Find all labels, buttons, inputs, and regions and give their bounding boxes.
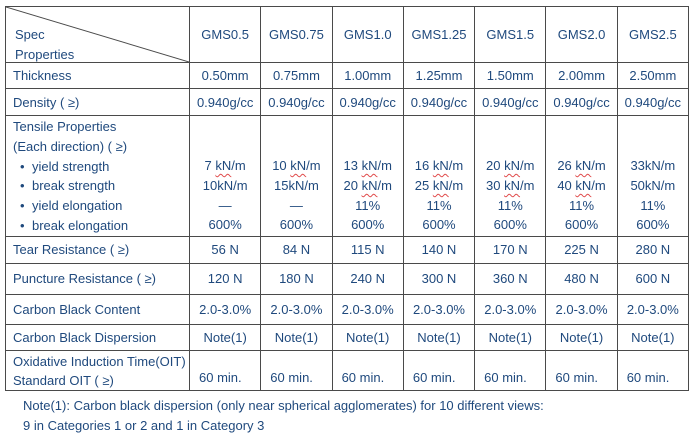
table-row-tensile: Tensile Properties (Each direction) ( ≥)… [5, 115, 690, 237]
row-label: Tear Resistance ( ≥) [5, 235, 190, 264]
value-cell: Note(1) [260, 323, 333, 351]
value-cell: 0.50mm [188, 62, 262, 89]
tensile-value-cell: 16 kN/m 25 kN/m 11% 600% [402, 115, 476, 237]
value-cell: 180 N [260, 262, 333, 295]
table-row-carbon-content: Carbon Black Content 2.0-3.0% 2.0-3.0% 2… [5, 293, 690, 325]
value-cell: 2.0-3.0% [331, 293, 404, 325]
footnote: Note(1): Carbon black dispersion (only n… [23, 396, 693, 436]
header-row: Spec Properties GMS0.5 GMS0.75 GMS1.0 GM… [5, 6, 690, 63]
value-cell: 0.940g/cc [616, 88, 690, 116]
value-cell: 2.0-3.0% [188, 293, 262, 325]
column-header: GMS0.5 [188, 6, 262, 63]
bullet-icon: • [20, 178, 25, 194]
tensile-title: Tensile Properties [13, 119, 117, 134]
value-cell: 2.0-3.0% [474, 293, 547, 325]
value-cell: 280 N [616, 235, 690, 264]
row-label: Thickness [5, 62, 190, 89]
value-cell: 0.75mm [260, 62, 333, 89]
value-cell: Note(1) [402, 323, 476, 351]
tensile-value-cell: 26 kN/m 40 kN/m 11% 600% [545, 115, 618, 237]
value-cell: 60 min. [188, 349, 262, 391]
value-cell: 1.25mm [402, 62, 476, 89]
value-cell: 360 N [474, 262, 547, 295]
value-cell: 120 N [188, 262, 262, 295]
bullet-icon: • [20, 198, 25, 214]
tensile-bullet-item: • yield elongation [13, 196, 189, 216]
column-header: GMS2.0 [545, 6, 618, 63]
value-cell: 0.940g/cc [331, 88, 404, 116]
tensile-label-cell: Tensile Properties (Each direction) ( ≥)… [5, 115, 190, 237]
row-label: Carbon Black Dispersion [5, 323, 190, 351]
value-cell: 600 N [616, 262, 690, 295]
value-cell: 0.940g/cc [260, 88, 333, 116]
value-cell: 2.0-3.0% [545, 293, 618, 325]
value-cell: 480 N [545, 262, 618, 295]
value-cell: 240 N [331, 262, 404, 295]
bullet-icon: • [20, 217, 25, 233]
value-cell: 2.00mm [545, 62, 618, 89]
diagonal-line [6, 7, 189, 62]
value-cell: 60 min. [331, 349, 404, 391]
value-cell: 60 min. [616, 349, 690, 391]
value-cell: 60 min. [402, 349, 476, 391]
footnote-line: Note(1): Carbon black dispersion (only n… [23, 397, 544, 413]
tensile-subtitle: (Each direction) ( ≥) [13, 138, 128, 154]
value-cell: 1.50mm [474, 62, 547, 89]
row-label: Oxidative Induction Time(OIT) Standard O… [5, 349, 190, 391]
value-cell: 60 min. [260, 349, 333, 391]
value-cell: 0.940g/cc [188, 88, 262, 116]
table-row-puncture: Puncture Resistance ( ≥) 120 N 180 N 240… [5, 262, 690, 295]
value-cell: 2.50mm [616, 62, 690, 89]
column-header: GMS1.5 [474, 6, 547, 63]
value-cell: 84 N [260, 235, 333, 264]
value-cell: 2.0-3.0% [402, 293, 476, 325]
table-row-density: Density ( ≥) 0.940g/cc 0.940g/cc 0.940g/… [5, 88, 690, 116]
value-cell: 0.940g/cc [474, 88, 547, 116]
tensile-bullet-item: • break strength [13, 176, 189, 196]
table-row-thickness: Thickness 0.50mm 0.75mm 1.00mm 1.25mm 1.… [5, 62, 690, 89]
row-label: Puncture Resistance ( ≥) [5, 262, 190, 295]
corner-spec-label: Spec [15, 27, 45, 42]
tensile-value-cell: 33kN/m 50kN/m 11% 600% [616, 115, 690, 237]
table-row-tear: Tear Resistance ( ≥) 56 N 84 N 115 N 140… [5, 235, 690, 264]
value-cell: 56 N [188, 235, 262, 264]
spec-table: Spec Properties GMS0.5 GMS0.75 GMS1.0 GM… [5, 6, 690, 391]
bullet-icon: • [20, 158, 25, 174]
value-cell: Note(1) [474, 323, 547, 351]
value-cell: 225 N [545, 235, 618, 264]
value-cell: 115 N [331, 235, 404, 264]
value-cell: 140 N [402, 235, 476, 264]
corner-properties-label: Properties [15, 47, 75, 62]
value-cell: Note(1) [188, 323, 262, 351]
tensile-value-cell: 7 kN/m 10kN/m — 600% [188, 115, 262, 237]
column-header: GMS0.75 [260, 6, 333, 63]
table-row-oit: Oxidative Induction Time(OIT) Standard O… [5, 349, 690, 391]
value-cell: 300 N [402, 262, 476, 295]
tensile-value-cell: 20 kN/m 30 kN/m 11% 600% [474, 115, 547, 237]
table-row-carbon-dispersion: Carbon Black Dispersion Note(1) Note(1) … [5, 323, 690, 351]
footnote-line: 9 in Categories 1 or 2 and 1 in Category… [23, 417, 265, 433]
value-cell: 60 min. [474, 349, 547, 391]
value-cell: 0.940g/cc [545, 88, 618, 116]
value-cell: Note(1) [616, 323, 690, 351]
value-cell: 0.940g/cc [402, 88, 476, 116]
value-cell: 2.0-3.0% [616, 293, 690, 325]
tensile-value-cell: 10 kN/m 15kN/m — 600% [260, 115, 333, 237]
value-cell: 2.0-3.0% [260, 293, 333, 325]
tensile-value-cell: 13 kN/m 20 kN/m 11% 600% [331, 115, 404, 237]
column-header: GMS1.0 [331, 6, 404, 63]
column-header: GMS2.5 [616, 6, 690, 63]
value-cell: 60 min. [545, 349, 618, 391]
tensile-bullet-item: • break elongation [13, 216, 189, 235]
column-header: GMS1.25 [402, 6, 476, 63]
tensile-bullet-item: • yield strength [13, 157, 189, 177]
value-cell: 1.00mm [331, 62, 404, 89]
value-cell: Note(1) [331, 323, 404, 351]
value-cell: 170 N [474, 235, 547, 264]
row-label: Carbon Black Content [5, 293, 190, 325]
row-label: Density ( ≥) [5, 88, 190, 116]
value-cell: Note(1) [545, 323, 618, 351]
corner-cell: Spec Properties [5, 6, 190, 63]
